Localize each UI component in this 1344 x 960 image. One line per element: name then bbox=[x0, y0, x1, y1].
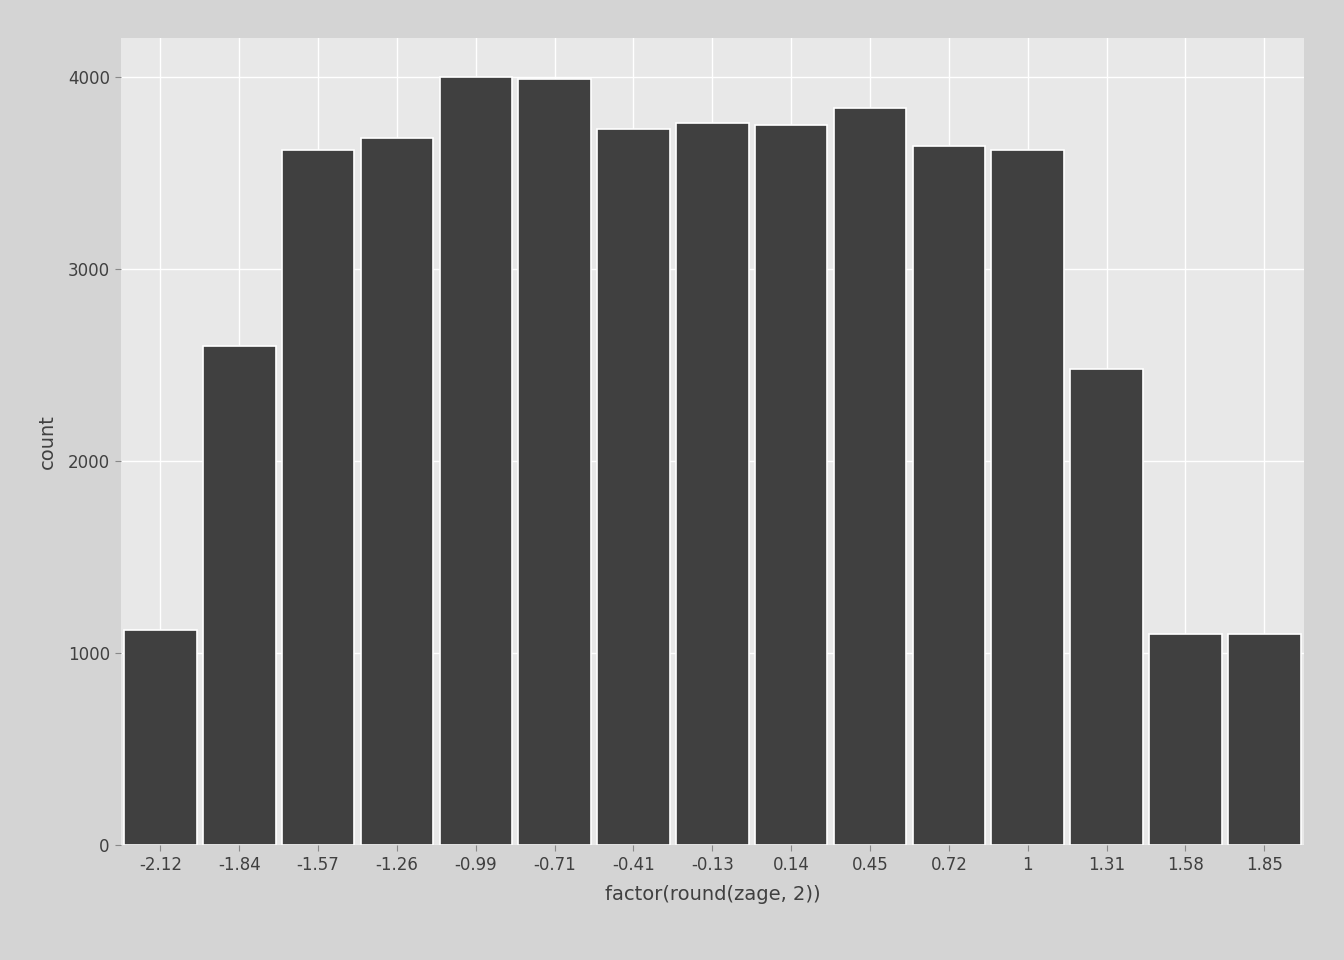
Bar bbox=[439, 77, 512, 845]
Bar bbox=[755, 125, 828, 845]
Bar bbox=[282, 150, 355, 845]
Bar bbox=[1149, 634, 1222, 845]
Bar bbox=[992, 150, 1064, 845]
Bar bbox=[1228, 634, 1301, 845]
Bar bbox=[833, 108, 906, 845]
Bar bbox=[1070, 369, 1142, 845]
Bar bbox=[676, 123, 749, 845]
X-axis label: factor(round(zage, 2)): factor(round(zage, 2)) bbox=[605, 885, 820, 904]
Bar bbox=[913, 146, 985, 845]
Y-axis label: count: count bbox=[38, 414, 56, 469]
Bar bbox=[360, 138, 433, 845]
Bar bbox=[124, 630, 196, 845]
Bar bbox=[597, 129, 669, 845]
Bar bbox=[203, 346, 276, 845]
Bar bbox=[519, 79, 591, 845]
